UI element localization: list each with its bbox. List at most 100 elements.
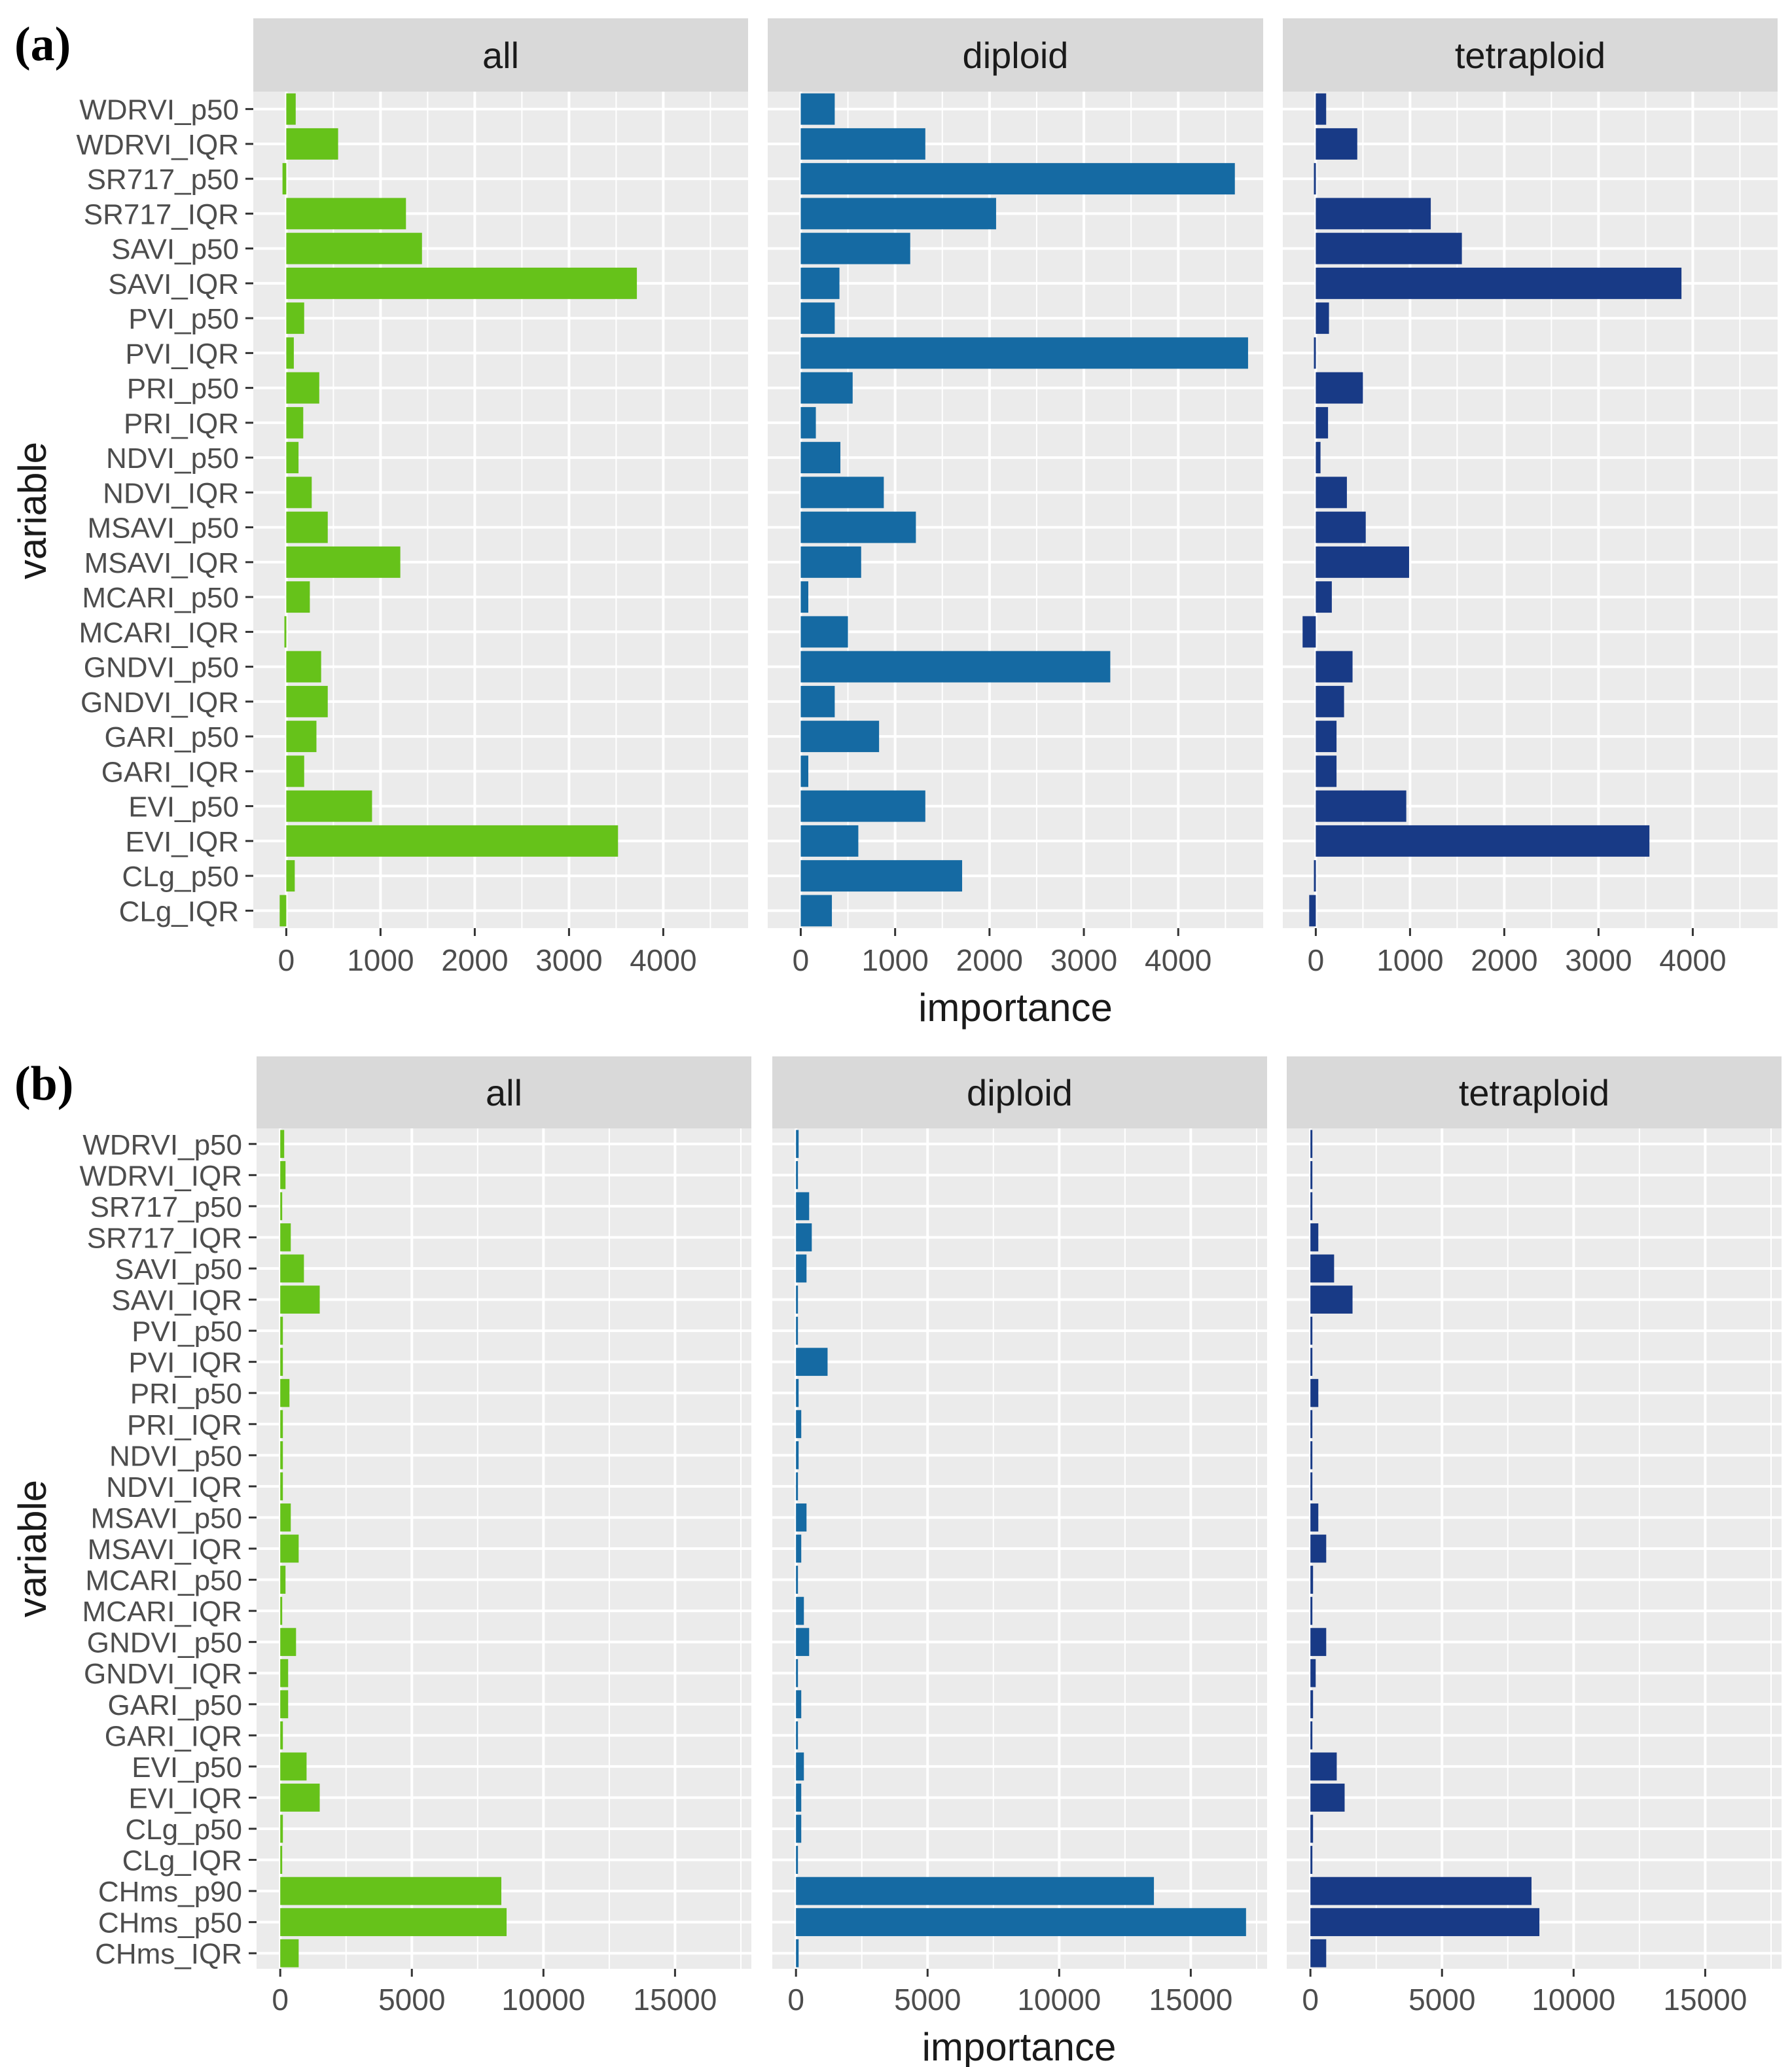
y-tick-label: NDVI_p50 — [109, 1440, 242, 1472]
bar — [286, 511, 328, 543]
bar — [796, 1596, 804, 1625]
bar — [1310, 1877, 1532, 1905]
bar — [1310, 1441, 1313, 1469]
bar — [796, 1441, 799, 1469]
bar — [796, 1410, 802, 1439]
bar — [280, 1472, 283, 1501]
y-tick-label: WDRVI_p50 — [82, 1129, 242, 1161]
y-tick-label: MSAVI_p50 — [90, 1502, 242, 1534]
bar — [796, 1378, 799, 1407]
bar — [286, 406, 304, 439]
facet-tetraploid: tetraploid 0 1000 2000 3000 4000 — [1283, 18, 1778, 977]
bar — [1316, 790, 1407, 822]
bar — [286, 860, 295, 892]
bar — [800, 825, 859, 857]
bar — [796, 1846, 798, 1874]
bar — [286, 93, 296, 125]
bar — [280, 1659, 289, 1687]
y-tick-label: CLg_p50 — [122, 861, 239, 893]
bar — [1310, 1939, 1327, 1968]
bar — [1310, 1784, 1345, 1812]
bar — [280, 1721, 283, 1750]
facet-diploid: diploid 0 1000 2000 3000 4000 — [768, 18, 1263, 977]
bar — [1316, 128, 1357, 160]
bar — [1310, 1721, 1313, 1750]
bar — [286, 651, 321, 683]
x-tick-label: 0 — [787, 1983, 804, 2017]
y-tick-label: MCARI_p50 — [82, 582, 239, 614]
facet-all: all 0 1000 2000 3000 4000 — [253, 18, 748, 977]
bar — [796, 1939, 799, 1968]
bar — [1302, 616, 1316, 648]
y-tick-label: WDRVI_p50 — [79, 94, 239, 126]
bar — [1310, 1534, 1327, 1563]
facet-strip — [1287, 1056, 1782, 1128]
bar — [286, 476, 312, 509]
facet-strip-label: tetraploid — [1455, 35, 1605, 76]
bar — [800, 651, 1111, 683]
bar — [1310, 1503, 1319, 1532]
bar — [800, 442, 841, 474]
y-tick-label: EVI_p50 — [132, 1752, 242, 1784]
x-tick-label: 2000 — [441, 943, 508, 977]
bar — [1310, 1659, 1316, 1687]
bar — [800, 302, 835, 334]
x-tick-label: 5000 — [378, 1983, 445, 2017]
facet-strip-label: tetraploid — [1459, 1072, 1609, 1113]
bar — [1310, 1472, 1313, 1501]
y-tick-label: PVI_IQR — [125, 338, 239, 370]
bar — [800, 406, 816, 439]
x-tick-label: 3000 — [1050, 943, 1117, 977]
bar — [1310, 1160, 1313, 1189]
bar — [1316, 232, 1462, 264]
bar — [280, 1316, 283, 1345]
y-tick-label: GARI_p50 — [108, 1689, 242, 1721]
y-tick-label: SR717_IQR — [87, 1222, 242, 1254]
bar — [1310, 1410, 1313, 1439]
bar — [280, 1690, 289, 1719]
y-tick-label: CHms_IQR — [95, 1938, 242, 1970]
y-tick-label: EVI_IQR — [128, 1782, 242, 1814]
y-tick-label: SAVI_p50 — [115, 1253, 242, 1285]
y-tick-label: SAVI_IQR — [111, 1285, 242, 1317]
x-tick-label: 10000 — [1532, 1983, 1615, 2017]
panel-background — [1283, 92, 1778, 928]
y-tick-label: NDVI_p50 — [106, 442, 239, 475]
bar — [1310, 1378, 1319, 1407]
bar — [1314, 860, 1316, 892]
chart-b: (b) all 0 5000 10000 15000 diploid 0 5000 10000 15… — [10, 1056, 1782, 2067]
bar — [800, 372, 853, 404]
bar — [796, 1223, 812, 1251]
bar — [796, 1877, 1155, 1905]
y-tick-label: WDRVI_IQR — [79, 1160, 242, 1192]
x-tick-label: 2000 — [1471, 943, 1537, 977]
bar — [280, 1378, 290, 1407]
x-axis-title: importance — [922, 2025, 1117, 2067]
bar — [800, 860, 963, 892]
bar — [286, 790, 372, 822]
bar — [280, 1130, 285, 1159]
bar — [286, 232, 422, 264]
x-tick-label: 10000 — [501, 1983, 585, 2017]
bar — [800, 198, 996, 230]
bar — [280, 1939, 299, 1968]
bar — [279, 895, 287, 927]
y-tick-label: PRI_IQR — [124, 408, 239, 440]
y-tick-label: GNDVI_IQR — [84, 1658, 242, 1690]
x-tick-label: 1000 — [1376, 943, 1443, 977]
bar — [286, 755, 304, 787]
bar — [800, 616, 848, 648]
bar — [1316, 442, 1321, 474]
facet-strip-label: all — [482, 35, 519, 76]
bar — [800, 163, 1235, 195]
y-tick-label: GARI_IQR — [101, 756, 239, 788]
bar — [796, 1814, 802, 1843]
bar — [800, 128, 925, 160]
bar — [796, 1254, 807, 1283]
bar — [800, 546, 861, 578]
x-tick-label: 0 — [1302, 1983, 1319, 2017]
x-tick-label: 0 — [272, 1983, 289, 2017]
bar — [1316, 546, 1409, 578]
bar — [796, 1784, 802, 1812]
bar — [1316, 372, 1363, 404]
